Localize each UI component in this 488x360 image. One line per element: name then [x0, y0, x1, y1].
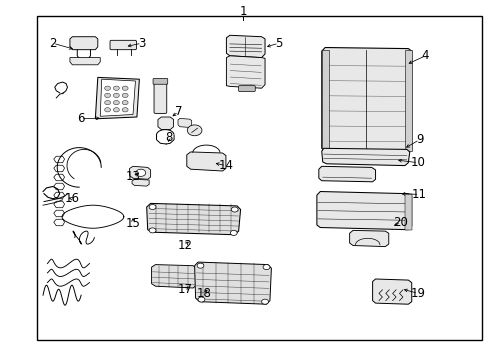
- Text: 9: 9: [415, 133, 423, 146]
- Circle shape: [136, 169, 145, 176]
- Text: 7: 7: [174, 105, 182, 118]
- Text: 20: 20: [393, 216, 407, 229]
- Text: 3: 3: [138, 37, 145, 50]
- Polygon shape: [226, 35, 264, 58]
- Text: 11: 11: [411, 188, 426, 201]
- Circle shape: [231, 207, 238, 212]
- Text: 19: 19: [410, 287, 425, 300]
- Text: 10: 10: [410, 156, 425, 169]
- Circle shape: [104, 100, 110, 105]
- Circle shape: [104, 108, 110, 112]
- Text: 5: 5: [274, 37, 282, 50]
- Polygon shape: [404, 194, 411, 230]
- Circle shape: [197, 263, 203, 268]
- Text: 13: 13: [125, 170, 140, 183]
- Text: 2: 2: [49, 37, 57, 50]
- Polygon shape: [404, 50, 411, 151]
- Circle shape: [198, 297, 204, 302]
- Polygon shape: [158, 117, 173, 130]
- Circle shape: [187, 125, 202, 136]
- Polygon shape: [321, 50, 328, 151]
- Polygon shape: [95, 77, 139, 119]
- Polygon shape: [178, 118, 191, 127]
- Polygon shape: [70, 58, 100, 65]
- Text: 17: 17: [177, 283, 192, 296]
- Circle shape: [113, 93, 119, 98]
- FancyBboxPatch shape: [154, 82, 166, 113]
- Circle shape: [261, 299, 268, 304]
- Circle shape: [263, 265, 269, 270]
- Text: 15: 15: [125, 217, 140, 230]
- FancyBboxPatch shape: [238, 86, 255, 91]
- Circle shape: [104, 86, 110, 90]
- Text: 8: 8: [164, 131, 172, 144]
- Text: 6: 6: [77, 112, 84, 125]
- Polygon shape: [318, 166, 375, 182]
- Circle shape: [113, 86, 119, 90]
- Polygon shape: [316, 192, 411, 230]
- Polygon shape: [226, 56, 264, 88]
- Polygon shape: [321, 148, 409, 166]
- Circle shape: [113, 100, 119, 105]
- Polygon shape: [194, 262, 271, 304]
- Polygon shape: [321, 48, 411, 153]
- Polygon shape: [372, 279, 411, 304]
- Circle shape: [122, 93, 128, 98]
- Circle shape: [149, 204, 156, 210]
- Circle shape: [122, 86, 128, 90]
- Polygon shape: [70, 37, 98, 50]
- Circle shape: [122, 100, 128, 105]
- Polygon shape: [129, 166, 150, 179]
- Text: 16: 16: [65, 192, 80, 205]
- Text: 12: 12: [177, 239, 192, 252]
- Circle shape: [149, 228, 156, 233]
- Text: 4: 4: [421, 49, 428, 62]
- Circle shape: [113, 108, 119, 112]
- Text: 18: 18: [197, 287, 211, 300]
- Circle shape: [122, 108, 128, 112]
- Polygon shape: [100, 79, 135, 116]
- Circle shape: [230, 230, 237, 235]
- Polygon shape: [186, 152, 225, 171]
- Polygon shape: [146, 203, 240, 235]
- Circle shape: [104, 93, 110, 98]
- FancyBboxPatch shape: [153, 78, 167, 84]
- Polygon shape: [349, 230, 388, 247]
- Polygon shape: [132, 179, 149, 186]
- Polygon shape: [151, 265, 196, 288]
- Text: 1: 1: [239, 5, 246, 18]
- Text: 14: 14: [218, 159, 233, 172]
- FancyBboxPatch shape: [110, 40, 136, 50]
